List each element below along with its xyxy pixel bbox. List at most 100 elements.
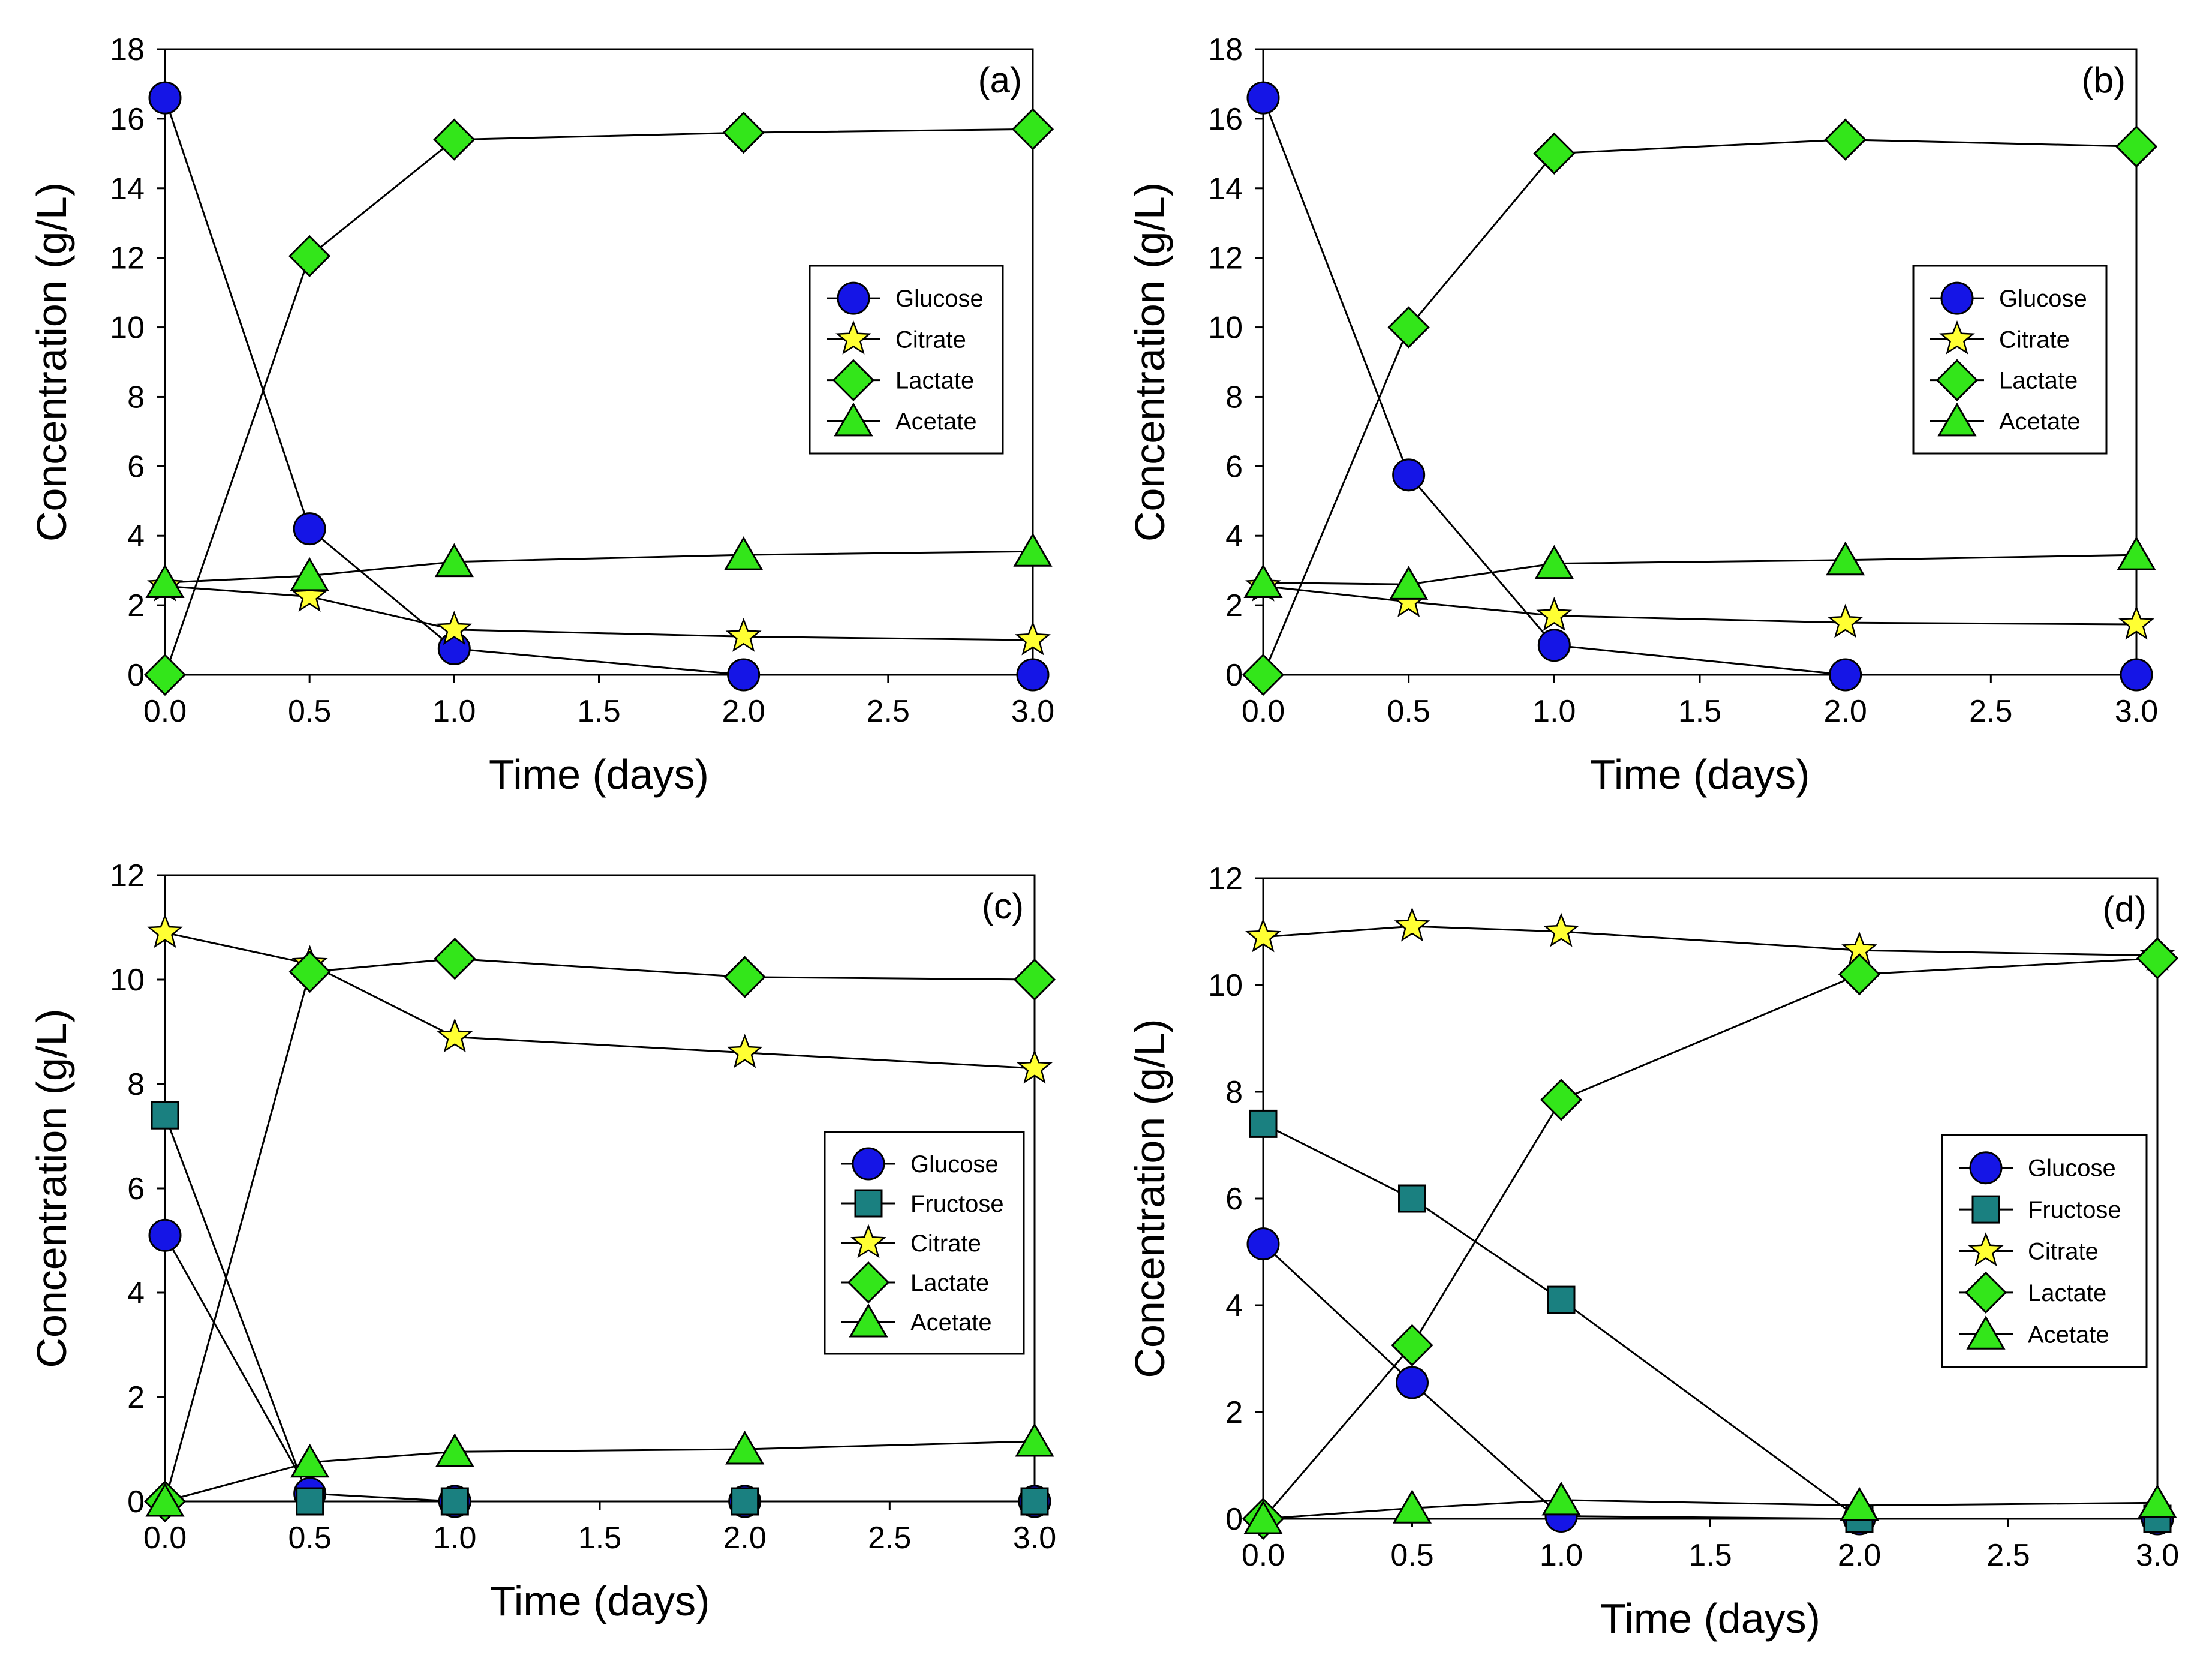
- y-tick-label: 0: [1225, 658, 1243, 693]
- data-point-citrate: [1536, 597, 1573, 631]
- data-point-citrate: [1245, 918, 1281, 953]
- data-point-lactate: [1391, 1324, 1433, 1366]
- legend-marker-acetate: [1937, 402, 1977, 437]
- legend-marker-glucose: [1969, 1151, 2003, 1185]
- data-point-acetate: [2117, 536, 2156, 570]
- data-point-glucose: [1829, 658, 1862, 692]
- y-tick-label: 10: [110, 963, 145, 998]
- legend-label: Glucose: [895, 286, 984, 312]
- data-point-glucose: [1392, 458, 1426, 492]
- data-point-glucose: [727, 658, 761, 692]
- y-tick-label: 6: [127, 449, 145, 484]
- x-tick-label: 1.5: [577, 694, 620, 729]
- data-point-fructose: [1398, 1184, 1426, 1213]
- data-point-glucose: [1246, 81, 1280, 115]
- x-axis-title: Time (days): [1600, 1595, 1820, 1642]
- data-point-lactate: [723, 956, 766, 998]
- y-tick-label: 14: [1208, 172, 1243, 206]
- chart-panel-b: 0.0 0.5 1.0 1.5 2.0 2.5 3.0 0 2 4 6 8 10 12 14 16 18 Time…: [1126, 32, 2158, 798]
- y-tick-label: 6: [127, 1172, 145, 1206]
- y-tick-label: 6: [1225, 1182, 1243, 1217]
- data-point-fructose: [151, 1101, 179, 1130]
- data-point-lactate: [2115, 125, 2158, 168]
- data-point-acetate: [1840, 1486, 1879, 1521]
- data-point-fructose: [440, 1487, 469, 1516]
- x-tick-label: 0.5: [288, 1521, 332, 1555]
- data-point-acetate: [1389, 566, 1429, 600]
- y-tick-label: 8: [1225, 380, 1243, 415]
- data-point-acetate: [435, 1433, 474, 1467]
- x-tick-label: 3.0: [2136, 1538, 2179, 1573]
- data-point-citrate: [291, 578, 328, 612]
- data-point-acetate: [724, 536, 764, 570]
- y-tick-label: 10: [1208, 311, 1243, 346]
- data-point-lactate: [1824, 118, 1867, 161]
- data-point-lactate: [1533, 132, 1576, 175]
- data-point-citrate: [1015, 621, 1051, 656]
- x-tick-label: 2.5: [1969, 694, 2012, 729]
- data-point-citrate: [436, 611, 473, 645]
- y-tick-label: 2: [127, 588, 145, 623]
- legend-marker-fructose: [1971, 1195, 2000, 1224]
- data-point-acetate: [1826, 541, 1865, 576]
- x-tick-label: 2.0: [1838, 1538, 1881, 1573]
- legend-label: Glucose: [2028, 1155, 2116, 1182]
- x-tick-label: 1.5: [578, 1521, 621, 1555]
- data-point-fructose: [1547, 1285, 1576, 1314]
- legend: Glucose Citrate Lactate Acetate: [1912, 265, 2108, 455]
- panel-label: (a): [978, 60, 1022, 100]
- data-point-acetate: [1541, 1481, 1581, 1516]
- legend-label: Citrate: [2028, 1239, 2099, 1265]
- data-point-acetate: [2138, 1484, 2177, 1518]
- x-tick-label: 0.0: [1242, 1538, 1285, 1573]
- data-point-citrate: [725, 617, 762, 652]
- x-tick-label: 1.5: [1678, 694, 1721, 729]
- data-point-lactate: [1540, 1079, 1583, 1121]
- legend-label: Citrate: [895, 326, 966, 353]
- data-point-glucose: [1396, 1366, 1429, 1399]
- data-point-lactate: [2136, 937, 2179, 980]
- data-point-lactate: [1242, 653, 1285, 696]
- x-tick-label: 2.5: [868, 1521, 911, 1555]
- legend-marker-lactate: [1964, 1271, 2007, 1314]
- data-point-acetate: [1534, 545, 1574, 579]
- x-tick-label: 1.0: [432, 694, 476, 729]
- y-axis-title: Concentration (g/L): [1126, 1019, 1173, 1378]
- x-tick-label: 1.0: [1540, 1538, 1583, 1573]
- panel-label: (b): [2082, 60, 2126, 100]
- data-point-glucose: [148, 1218, 182, 1252]
- data-point-glucose: [1016, 658, 1050, 692]
- panel-label: (c): [982, 886, 1024, 926]
- y-tick-label: 8: [127, 380, 145, 415]
- y-tick-label: 0: [127, 1485, 145, 1519]
- data-point-acetate: [1243, 564, 1283, 598]
- y-tick-label: 2: [127, 1380, 145, 1415]
- legend-label: Acetate: [910, 1309, 992, 1336]
- x-tick-label: 3.0: [2115, 694, 2158, 729]
- legend-marker-acetate: [1966, 1315, 2006, 1350]
- legend-marker-citrate: [850, 1224, 886, 1258]
- legend-marker-citrate: [1968, 1232, 2004, 1267]
- x-tick-label: 2.0: [723, 1521, 767, 1555]
- y-tick-label: 0: [127, 658, 145, 693]
- x-tick-label: 2.5: [1986, 1538, 2030, 1573]
- legend-label: Fructose: [910, 1191, 1004, 1217]
- series-line-citrate: [164, 932, 1035, 1070]
- data-point-acetate: [725, 1430, 765, 1465]
- x-tick-label: 0.0: [143, 694, 187, 729]
- data-point-glucose: [148, 81, 182, 115]
- legend: Glucose Fructose Citrate Lactate Acetate: [824, 1131, 1025, 1355]
- y-axis-title: Concentration (g/L): [1126, 182, 1173, 542]
- legend-label: Citrate: [910, 1230, 981, 1257]
- x-tick-label: 0.5: [1390, 1538, 1433, 1573]
- legend-label: Acetate: [2028, 1321, 2109, 1348]
- data-point-fructose: [296, 1487, 324, 1516]
- y-tick-label: 10: [110, 311, 145, 346]
- x-tick-label: 2.5: [867, 694, 910, 729]
- data-point-fructose: [1249, 1109, 1278, 1138]
- legend: Glucose Citrate Lactate Acetate: [809, 265, 1004, 455]
- data-point-glucose: [293, 512, 326, 546]
- legend-marker-glucose: [1940, 281, 1974, 315]
- data-point-acetate: [1015, 1422, 1054, 1457]
